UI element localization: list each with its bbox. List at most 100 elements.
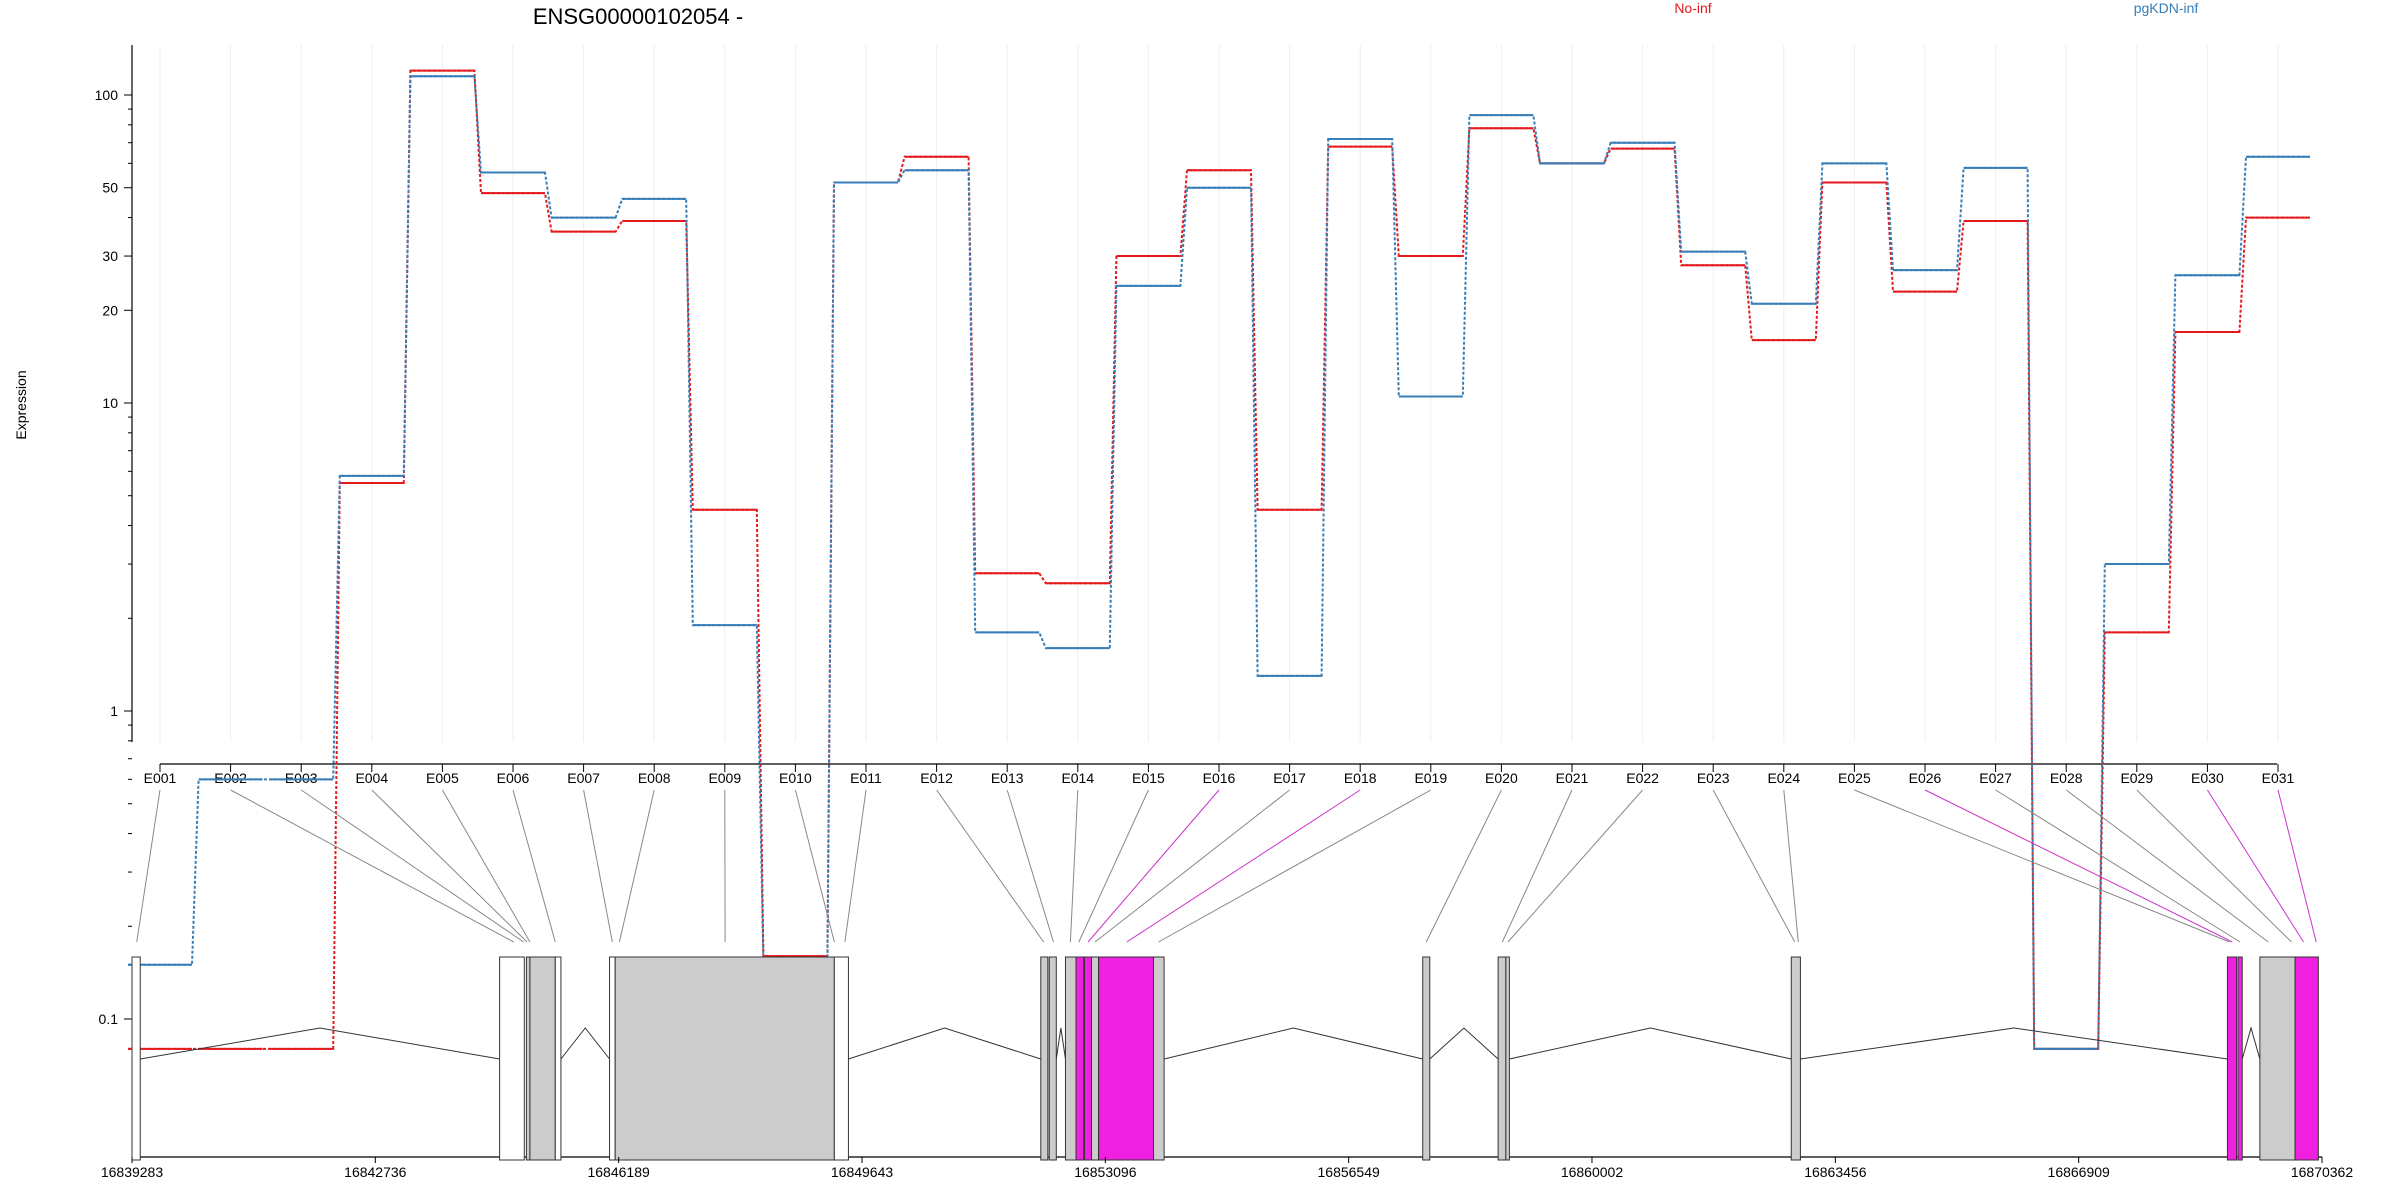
- chart-title: ENSG00000102054 -: [533, 4, 743, 29]
- x-tick-label: E013: [991, 770, 1024, 786]
- genomic-tick-label: 16870362: [2291, 1164, 2354, 1180]
- exon-connector: [2206, 789, 2304, 943]
- genomic-tick-label: 16856549: [1318, 1164, 1381, 1180]
- x-tick-label: E010: [779, 770, 812, 786]
- x-tick-label: E029: [2120, 770, 2153, 786]
- y-axis-label: Expression: [13, 370, 29, 439]
- intron-line: [140, 1027, 500, 1060]
- x-tick-label: E027: [1979, 770, 2012, 786]
- exon-connector: [2136, 789, 2292, 943]
- exon-connector: [441, 789, 531, 943]
- grid-lines: [159, 45, 2279, 742]
- y-tick-label: 0.1: [99, 1011, 119, 1027]
- x-tick-label: E008: [638, 770, 671, 786]
- y-tick-label: 20: [102, 302, 118, 318]
- intron-line: [1055, 1027, 1066, 1060]
- y-tick-label: 50: [102, 180, 118, 196]
- x-axis-ticks: E001 E002 E003 E004 E005 E006 E007 E008 E009 E010…: [144, 764, 2295, 786]
- exon-connector: [136, 789, 161, 943]
- x-tick-label: E025: [1838, 770, 1871, 786]
- exon-block: [1422, 956, 1431, 1161]
- genomic-tick-label: 16846189: [587, 1164, 650, 1180]
- exon-connector: [618, 789, 655, 943]
- exon-connector: [1087, 789, 1220, 943]
- exon-connector: [1507, 789, 1643, 943]
- exon-block: [614, 956, 835, 1161]
- exon-connector: [583, 789, 613, 943]
- x-tick-label: E015: [1132, 770, 1165, 786]
- x-tick-label: E028: [2050, 770, 2083, 786]
- x-tick-label: E016: [1203, 770, 1236, 786]
- y-axis-ticks: 0.1 1 10 20 30 50 100: [95, 87, 132, 1027]
- exon-connector: [2065, 789, 2269, 943]
- exon-block: [609, 956, 616, 1161]
- x-tick-label: E003: [285, 770, 318, 786]
- x-tick-label: E001: [144, 770, 177, 786]
- exon-connector: [1006, 789, 1054, 943]
- series-pgKDN-inf: [128, 75, 2310, 1050]
- x-tick-label: E006: [497, 770, 530, 786]
- intron-line: [2241, 1026, 2261, 1060]
- exon-connector: [2277, 789, 2317, 943]
- x-tick-label: E030: [2191, 770, 2224, 786]
- x-tick-label: E018: [1344, 770, 1377, 786]
- exon-block: [131, 956, 141, 1161]
- legend-series-1: No-inf: [1674, 0, 1711, 16]
- exon-block: [1098, 956, 1155, 1161]
- plot-axes: [131, 45, 2277, 765]
- exon-connector: [936, 789, 1045, 943]
- y-tick-label: 1: [110, 703, 118, 719]
- x-tick-label: E009: [708, 770, 741, 786]
- genomic-tick-label: 16860002: [1561, 1164, 1624, 1180]
- x-tick-label: E011: [850, 770, 882, 786]
- exon-block: [1075, 956, 1085, 1161]
- x-tick-label: E026: [1909, 770, 1942, 786]
- x-tick-label: E017: [1273, 770, 1306, 786]
- exon-connector: [1995, 789, 2241, 943]
- y-tick-label: 30: [102, 248, 118, 264]
- genomic-axis-ticks: 16839283 16842736 16846189 16849643 16853096…: [101, 1157, 2354, 1180]
- exon-block: [2294, 956, 2319, 1161]
- exon-block: [554, 956, 562, 1161]
- x-tick-label: E021: [1556, 770, 1589, 786]
- exon-connectors: [136, 789, 2317, 943]
- genomic-tick-label: 16866909: [2048, 1164, 2111, 1180]
- x-tick-label: E022: [1626, 770, 1659, 786]
- x-tick-label: E012: [920, 770, 953, 786]
- x-tick-label: E005: [426, 770, 459, 786]
- exon-connector: [371, 789, 528, 943]
- exon-connector: [1126, 789, 1361, 943]
- exon-block: [529, 956, 556, 1161]
- exon-connector: [1158, 789, 1432, 943]
- exon-connector: [512, 789, 556, 943]
- intron-line: [848, 1027, 1041, 1060]
- genomic-tick-label: 16849643: [831, 1164, 894, 1180]
- exon-connector: [794, 789, 835, 943]
- intron-line: [1163, 1027, 1423, 1060]
- series-lines: [128, 69, 2310, 1050]
- exon-connector: [1425, 789, 1502, 943]
- exon-connector: [1783, 789, 1799, 943]
- x-tick-label: E020: [1485, 770, 1518, 786]
- exon-connector: [1078, 789, 1149, 943]
- exon-connector: [844, 789, 867, 943]
- x-tick-label: E014: [1061, 770, 1094, 786]
- exon-block: [1790, 956, 1801, 1161]
- genomic-tick-label: 16839283: [101, 1164, 164, 1180]
- genomic-tick-label: 16842736: [344, 1164, 407, 1180]
- exon-block: [2226, 956, 2238, 1161]
- exon-block: [1091, 956, 1100, 1161]
- intron-line: [560, 1027, 610, 1060]
- exon-block: [1505, 956, 1510, 1161]
- x-tick-label: E023: [1697, 770, 1730, 786]
- exon-connector: [1501, 789, 1573, 943]
- exon-block: [1083, 956, 1093, 1161]
- exon-connector: [300, 789, 524, 943]
- x-tick-label: E019: [1414, 770, 1447, 786]
- exon-connector: [1069, 789, 1079, 943]
- x-tick-label: E024: [1767, 770, 1800, 786]
- intron-line: [1429, 1027, 1499, 1060]
- y-tick-label: 10: [102, 395, 118, 411]
- intron-line: [1509, 1027, 1792, 1060]
- exon-block: [499, 956, 525, 1161]
